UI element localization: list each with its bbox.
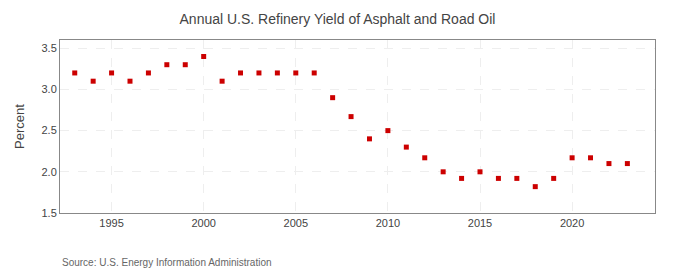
svg-text:2005: 2005: [284, 217, 308, 229]
svg-text:1995: 1995: [99, 217, 123, 229]
svg-text:1.5: 1.5: [42, 207, 57, 219]
svg-text:3.5: 3.5: [42, 42, 57, 54]
svg-text:3.0: 3.0: [42, 83, 57, 95]
svg-text:Annual U.S. Refinery Yield of: Annual U.S. Refinery Yield of Asphalt an…: [180, 11, 496, 27]
svg-text:2020: 2020: [560, 217, 584, 229]
svg-text:2.5: 2.5: [42, 124, 57, 136]
svg-text:2.0: 2.0: [42, 166, 57, 178]
svg-text:2010: 2010: [376, 217, 400, 229]
svg-text:Percent: Percent: [12, 104, 27, 149]
svg-text:2000: 2000: [191, 217, 215, 229]
svg-text:Source: U.S. Energy Informatio: Source: U.S. Energy Information Administ…: [62, 257, 272, 268]
svg-text:2015: 2015: [468, 217, 492, 229]
